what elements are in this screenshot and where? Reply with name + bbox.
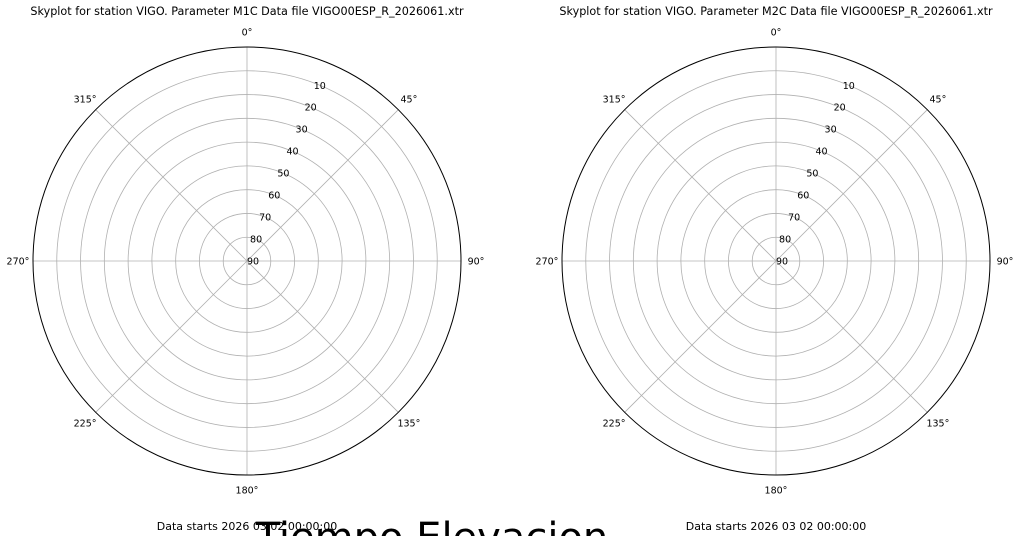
azimuth-tick-label: 180°: [236, 486, 259, 497]
elevation-tick-label: 20: [834, 103, 846, 114]
elevation-tick-label: 50: [277, 169, 289, 180]
data-start-footer: Data starts 2026 03 02 00:00:00: [157, 520, 338, 533]
figure-label: Tiempo Elevacion: [255, 515, 609, 536]
azimuth-tick-label: 0°: [242, 28, 253, 39]
azimuth-tick-label: 135°: [397, 418, 420, 429]
skyplot-1: Skyplot for station VIGO. Parameter M1C …: [7, 5, 485, 533]
azimuth-gridline: [246, 109, 399, 262]
elevation-tick-label: 80: [779, 235, 791, 246]
azimuth-tick-label: 225°: [603, 418, 626, 429]
azimuth-tick-label: 45°: [930, 95, 947, 106]
data-start-footer: Data starts 2026 03 02 00:00:00: [686, 520, 867, 533]
elevation-tick-label: 20: [305, 103, 317, 114]
elevation-tick-label: 60: [797, 191, 809, 202]
azimuth-gridline: [95, 109, 248, 262]
azimuth-tick-label: 90°: [997, 257, 1014, 268]
azimuth-gridline: [775, 109, 928, 262]
skyplot-2: Skyplot for station VIGO. Parameter M2C …: [536, 5, 1014, 533]
polar-frame: [32, 46, 462, 476]
elevation-tick-label: 30: [825, 125, 837, 136]
azimuth-gridline: [246, 260, 399, 413]
elevation-tick-label: 40: [286, 147, 298, 158]
elevation-tick-label: 40: [815, 147, 827, 158]
azimuth-gridline: [624, 260, 777, 413]
plot-title: Skyplot for station VIGO. Parameter M1C …: [30, 5, 464, 18]
elevation-tick-label: 60: [268, 191, 280, 202]
plot-title: Skyplot for station VIGO. Parameter M2C …: [559, 5, 993, 18]
polar-frame: [561, 46, 991, 476]
azimuth-tick-label: 90°: [468, 257, 485, 268]
azimuth-tick-label: 135°: [926, 418, 949, 429]
azimuth-gridline: [775, 260, 928, 413]
elevation-tick-label: 50: [806, 169, 818, 180]
azimuth-gridline: [624, 109, 777, 262]
azimuth-tick-label: 270°: [536, 257, 559, 268]
azimuth-gridline: [95, 260, 248, 413]
azimuth-tick-label: 315°: [74, 95, 97, 106]
azimuth-tick-label: 270°: [7, 257, 30, 268]
azimuth-tick-label: 315°: [603, 95, 626, 106]
elevation-tick-label: 10: [314, 81, 326, 92]
elevation-tick-label: 70: [788, 213, 800, 224]
azimuth-tick-label: 225°: [74, 418, 97, 429]
elevation-tick-label: 70: [259, 213, 271, 224]
elevation-tick-label: 90: [776, 257, 788, 268]
elevation-tick-label: 10: [843, 81, 855, 92]
azimuth-tick-label: 180°: [765, 486, 788, 497]
elevation-tick-label: 80: [250, 235, 262, 246]
elevation-tick-label: 30: [296, 125, 308, 136]
azimuth-tick-label: 45°: [401, 95, 418, 106]
elevation-tick-label: 90: [247, 257, 259, 268]
azimuth-tick-label: 0°: [771, 28, 782, 39]
